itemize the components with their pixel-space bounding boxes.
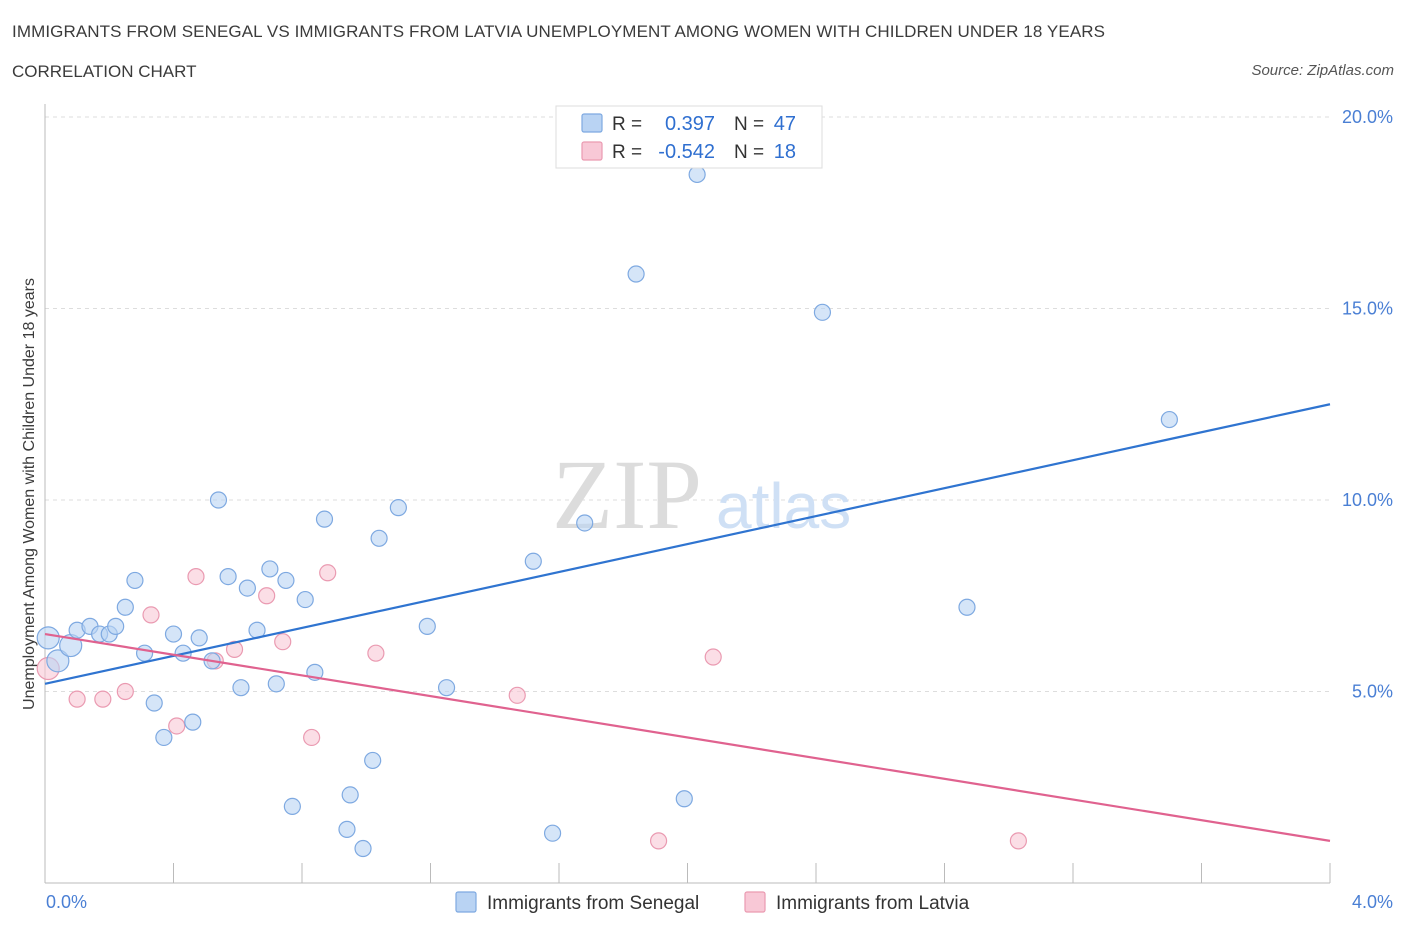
point-senegal [315,510,334,528]
point-senegal [219,567,237,586]
point-latvia [367,644,385,662]
point-senegal [135,644,154,662]
x-tick-label-min: 0.0% [46,892,87,912]
watermark-atlas: atlas [716,470,851,542]
stats-senegal-r-label: R = [612,114,642,135]
legend-label-latvia: Immigrants from Latvia [776,893,970,914]
point-latvia [68,690,86,708]
point-senegal [688,165,706,184]
point-senegal [341,786,359,804]
point-senegal [364,751,382,770]
stats-senegal-r-value: 0.397 [665,113,715,135]
y-tick-label: 10.0% [1342,490,1393,510]
legend-swatch-senegal [455,891,477,913]
x-tick-label-max: 4.0% [1352,892,1393,912]
point-senegal [126,571,144,590]
point-latvia [187,567,205,586]
point-latvia [258,587,276,605]
point-latvia [274,633,292,651]
chart-title: IMMIGRANTS FROM SENEGAL VS IMMIGRANTS FR… [12,22,1106,41]
source-credit: Source: ZipAtlas.com [1251,62,1394,79]
point-senegal [958,598,976,616]
point-latvia [319,564,337,582]
point-latvia [704,648,722,666]
point-latvia [94,690,112,708]
stats-latvia-r-label: R = [612,142,642,163]
point-senegal [209,491,228,509]
point-latvia [1009,832,1027,850]
watermark-zip: ZIP [552,439,702,550]
y-axis-label: Unemployment Among Women with Children U… [21,278,38,710]
point-latvia [168,717,186,735]
point-senegal [675,790,693,808]
point-senegal [1160,410,1178,429]
point-senegal [418,617,436,635]
point-senegal [543,824,562,842]
stats-senegal-n-value: 47 [774,113,796,135]
point-senegal [576,514,594,532]
point-latvia [649,832,668,850]
point-senegal [116,598,134,616]
point-senegal [370,529,388,547]
point-latvia [116,682,134,701]
stats-latvia-r-value: -0.542 [658,141,715,163]
axes [44,104,1331,884]
stats-senegal-n-label: N = [734,114,764,135]
point-senegal [155,728,173,747]
point-senegal [107,617,125,635]
stats-box: R = 0.397 N = 47 R = -0.542 N = 18 [555,105,823,169]
point-latvia [225,640,244,658]
point-senegal [238,579,256,597]
point-senegal [261,560,279,578]
point-senegal [813,303,832,321]
point-senegal [296,590,314,609]
y-tick-label: 15.0% [1342,299,1393,319]
legend-label-senegal: Immigrants from Senegal [487,893,699,914]
point-senegal [277,571,295,590]
watermark: ZIP atlas [552,439,851,550]
chart-subtitle: CORRELATION CHART [12,62,197,81]
point-senegal [524,552,542,570]
point-senegal [437,679,456,697]
point-senegal [190,629,208,647]
point-senegal [283,797,301,816]
point-senegal [164,625,183,643]
point-senegal [184,713,202,731]
tick-labels: 5.0% 10.0% 15.0% 20.0% 0.0% 4.0% [46,107,1393,912]
trend-lines [44,403,1331,842]
point-senegal [145,694,163,712]
legend-swatch-latvia [744,891,766,913]
point-senegal [46,649,70,673]
point-latvia [508,686,526,704]
point-latvia [303,728,321,747]
data-points [36,165,1178,858]
stats-latvia-n-label: N = [734,142,764,163]
trend-line-senegal [44,403,1331,685]
stats-swatch-latvia [581,141,603,161]
gridlines [45,116,1330,692]
y-tick-label: 20.0% [1342,107,1393,127]
legend: Immigrants from Senegal Immigrants from … [455,891,970,914]
point-senegal [338,820,356,838]
point-latvia [142,606,160,624]
trend-line-latvia [44,632,1331,842]
stats-latvia-n-value: 18 [774,141,796,163]
point-senegal [36,626,60,650]
point-senegal [354,839,372,858]
point-senegal [232,679,250,697]
stats-swatch-senegal [581,113,603,133]
point-senegal [389,499,407,517]
y-tick-label: 5.0% [1352,682,1393,702]
point-senegal [267,675,285,693]
point-senegal [627,265,645,283]
